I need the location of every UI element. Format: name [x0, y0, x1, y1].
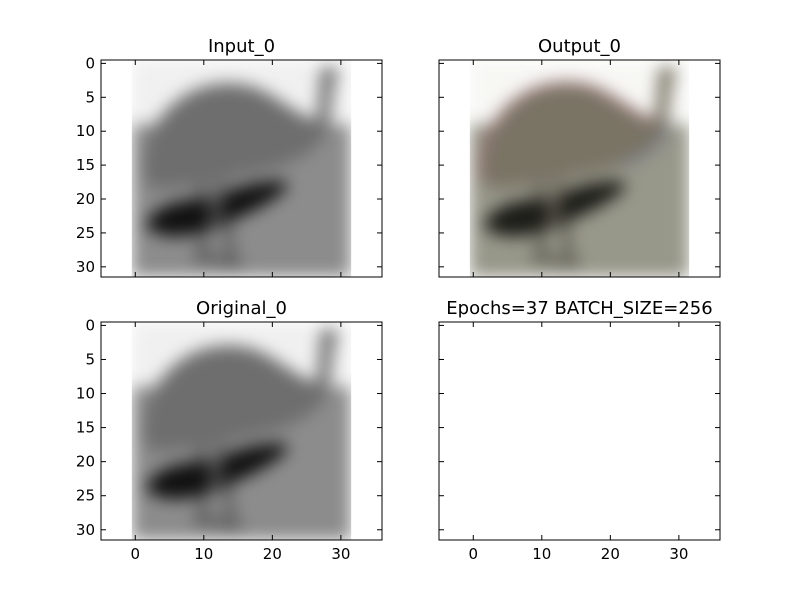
output-panel: Output_0 — [438, 36, 721, 278]
x-tick-label: 10 — [532, 545, 551, 563]
y-tick-label: 30 — [76, 521, 95, 539]
x-tick-label: 20 — [263, 545, 282, 563]
bird-body — [144, 66, 338, 189]
x-tick-label: 0 — [130, 545, 140, 563]
bird-leg-overlay — [546, 171, 565, 224]
y-tick-label: 20 — [76, 190, 95, 208]
x-tick-label: 0 — [468, 545, 478, 563]
original-image — [131, 322, 352, 540]
y-tick-label: 15 — [76, 156, 95, 174]
y-tick-label: 5 — [85, 88, 95, 106]
input-panel: Input_0 0 5 10 15 20 25 30 — [76, 36, 383, 278]
x-tick-label: 10 — [194, 545, 213, 563]
color-fringe-neck — [620, 120, 669, 167]
bird-body — [482, 66, 676, 189]
y-tick-label: 5 — [85, 350, 95, 368]
y-tick-label: 10 — [76, 385, 95, 403]
x-tick-label: 30 — [331, 545, 350, 563]
y-tick-label: 25 — [76, 224, 95, 242]
y-tick-label: 20 — [76, 453, 95, 471]
y-tick-label: 0 — [85, 54, 95, 72]
output-title: Output_0 — [538, 36, 621, 57]
bird-wing — [145, 443, 288, 500]
input-image — [131, 60, 352, 277]
output-axes-frame — [438, 59, 721, 278]
bird-wing — [145, 180, 288, 237]
info-axes-frame — [438, 321, 721, 541]
input-axes-frame — [100, 59, 383, 278]
original-panel: Original_0 0 10 20 30 0 5 10 15 20 25 30 — [76, 298, 383, 563]
y-tick-label: 25 — [76, 487, 95, 505]
output-image — [469, 60, 690, 277]
info-title: Epochs=37 BATCH_SIZE=256 — [446, 298, 712, 319]
bird-body — [144, 328, 338, 452]
y-tick-label: 10 — [76, 122, 95, 140]
original-title: Original_0 — [196, 298, 287, 319]
x-tick-label: 20 — [601, 545, 620, 563]
original-axes-frame — [100, 321, 383, 541]
bird-leg-overlay — [208, 171, 227, 224]
color-fringe-top — [480, 81, 656, 183]
y-tick-label: 15 — [76, 419, 95, 437]
y-tick-label: 0 — [85, 316, 95, 334]
input-title: Input_0 — [208, 36, 275, 57]
y-tick-label: 30 — [76, 258, 95, 276]
bird-wing — [483, 180, 626, 237]
bird-leg-overlay — [208, 434, 227, 486]
info-panel: Epochs=37 BATCH_SIZE=256 0 10 20 30 — [438, 298, 721, 563]
x-tick-label: 30 — [669, 545, 688, 563]
